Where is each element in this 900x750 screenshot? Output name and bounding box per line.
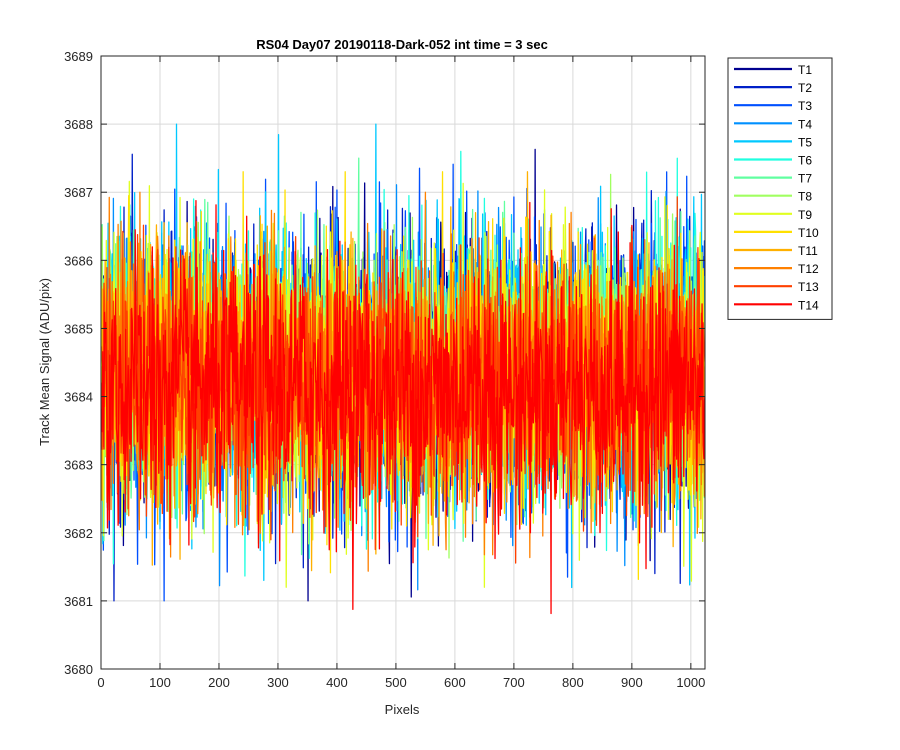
plot-axes: 0 100 200 300 400 500 600 700 800 900 1000 3680 3681… xyxy=(64,49,706,690)
y-tick-label: 3688 xyxy=(64,117,93,132)
legend-label-t7: T7 xyxy=(798,172,812,186)
plot-frame xyxy=(100,55,706,670)
legend-label-t5: T5 xyxy=(798,135,812,149)
legend-label-t8: T8 xyxy=(798,190,812,204)
legend-label-t13: T13 xyxy=(798,280,819,294)
x-tick-label: 600 xyxy=(444,675,466,690)
y-tick-label: 3689 xyxy=(64,49,93,64)
legend-label-t9: T9 xyxy=(798,208,812,222)
x-axis-label: Pixels xyxy=(385,702,420,717)
y-tick-label: 3687 xyxy=(64,185,93,200)
y-tick-label: 3686 xyxy=(64,253,93,268)
series-line-t14 xyxy=(101,200,705,615)
y-tick-label: 3684 xyxy=(64,390,93,405)
legend-label-t6: T6 xyxy=(798,154,812,168)
x-tick-label: 500 xyxy=(385,675,407,690)
chart-title: RS04 Day07 20190118-Dark-052 int time = … xyxy=(256,37,548,52)
x-tick-label: 100 xyxy=(149,675,171,690)
y-tick-label: 3682 xyxy=(64,526,93,541)
legend-label-t12: T12 xyxy=(798,262,819,276)
x-tick-label: 0 xyxy=(97,675,104,690)
legend-label-t3: T3 xyxy=(798,99,812,113)
y-tick-label: 3685 xyxy=(64,321,93,336)
series-group xyxy=(101,123,705,615)
x-tick-label: 1000 xyxy=(676,675,705,690)
legend-label-t4: T4 xyxy=(798,117,812,131)
x-tick-label: 300 xyxy=(267,675,289,690)
x-tick-label: 400 xyxy=(326,675,348,690)
y-tick-label: 3683 xyxy=(64,458,93,473)
x-tick-label: 800 xyxy=(562,675,584,690)
y-tick-label: 3681 xyxy=(64,594,93,609)
x-tick-label: 900 xyxy=(621,675,643,690)
legend-label-t11: T11 xyxy=(798,244,818,258)
legend-label-t10: T10 xyxy=(798,226,819,240)
x-tick-label: 200 xyxy=(208,675,230,690)
y-tick-label: 3680 xyxy=(64,662,93,677)
legend-label-t2: T2 xyxy=(798,81,812,95)
legend-label-t1: T1 xyxy=(798,63,812,77)
x-tick-label: 700 xyxy=(503,675,525,690)
legend-box xyxy=(727,57,833,320)
legend: T1 T2 T3 T4 T5 T6 T7 T8 T9 T10 T11 T12 T13 T14 xyxy=(727,57,833,320)
y-axis-label: Track Mean Signal (ADU/pix) xyxy=(37,278,52,446)
legend-label-t14: T14 xyxy=(798,298,819,312)
